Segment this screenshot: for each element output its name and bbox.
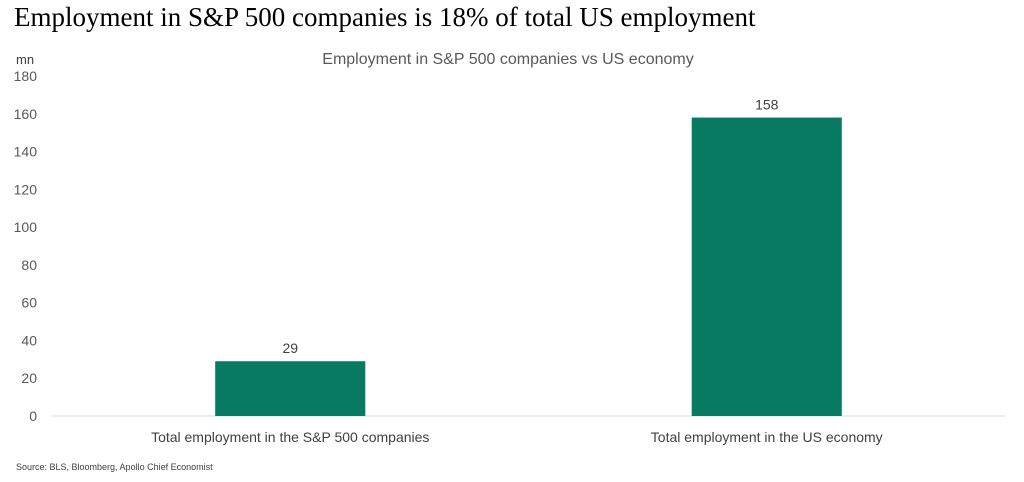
y-tick-label: 160 <box>14 106 38 122</box>
y-tick-label: 60 <box>21 295 37 311</box>
y-tick-label: 0 <box>29 408 37 424</box>
data-labels: 29 158 <box>282 97 778 357</box>
chart-title: Employment in S&P 500 companies vs US ec… <box>322 51 694 68</box>
y-tick-label: 140 <box>14 144 38 160</box>
category-label: Total employment in the S&P 500 companie… <box>151 429 429 445</box>
y-tick-label: 180 <box>14 68 38 84</box>
data-label: 29 <box>282 340 298 356</box>
category-labels: Total employment in the S&P 500 companie… <box>151 429 883 445</box>
y-tick-label: 120 <box>14 181 38 197</box>
source-note: Source: BLS, Bloomberg, Apollo Chief Eco… <box>16 462 213 472</box>
y-tick-label: 40 <box>21 332 37 348</box>
headline: Employment in S&P 500 companies is 18% o… <box>14 2 756 32</box>
data-label: 158 <box>755 97 779 113</box>
bar <box>215 361 366 416</box>
y-tick-label: 100 <box>14 219 38 235</box>
y-axis-unit-label: mn <box>16 52 35 67</box>
bars <box>215 117 842 417</box>
y-tick-label: 80 <box>21 257 37 273</box>
y-tick-label: 20 <box>21 370 37 386</box>
y-axis-ticks: 0 20 40 60 80 100 120 140 160 180 <box>14 68 38 424</box>
bar <box>691 117 842 417</box>
category-label: Total employment in the US economy <box>651 429 883 445</box>
